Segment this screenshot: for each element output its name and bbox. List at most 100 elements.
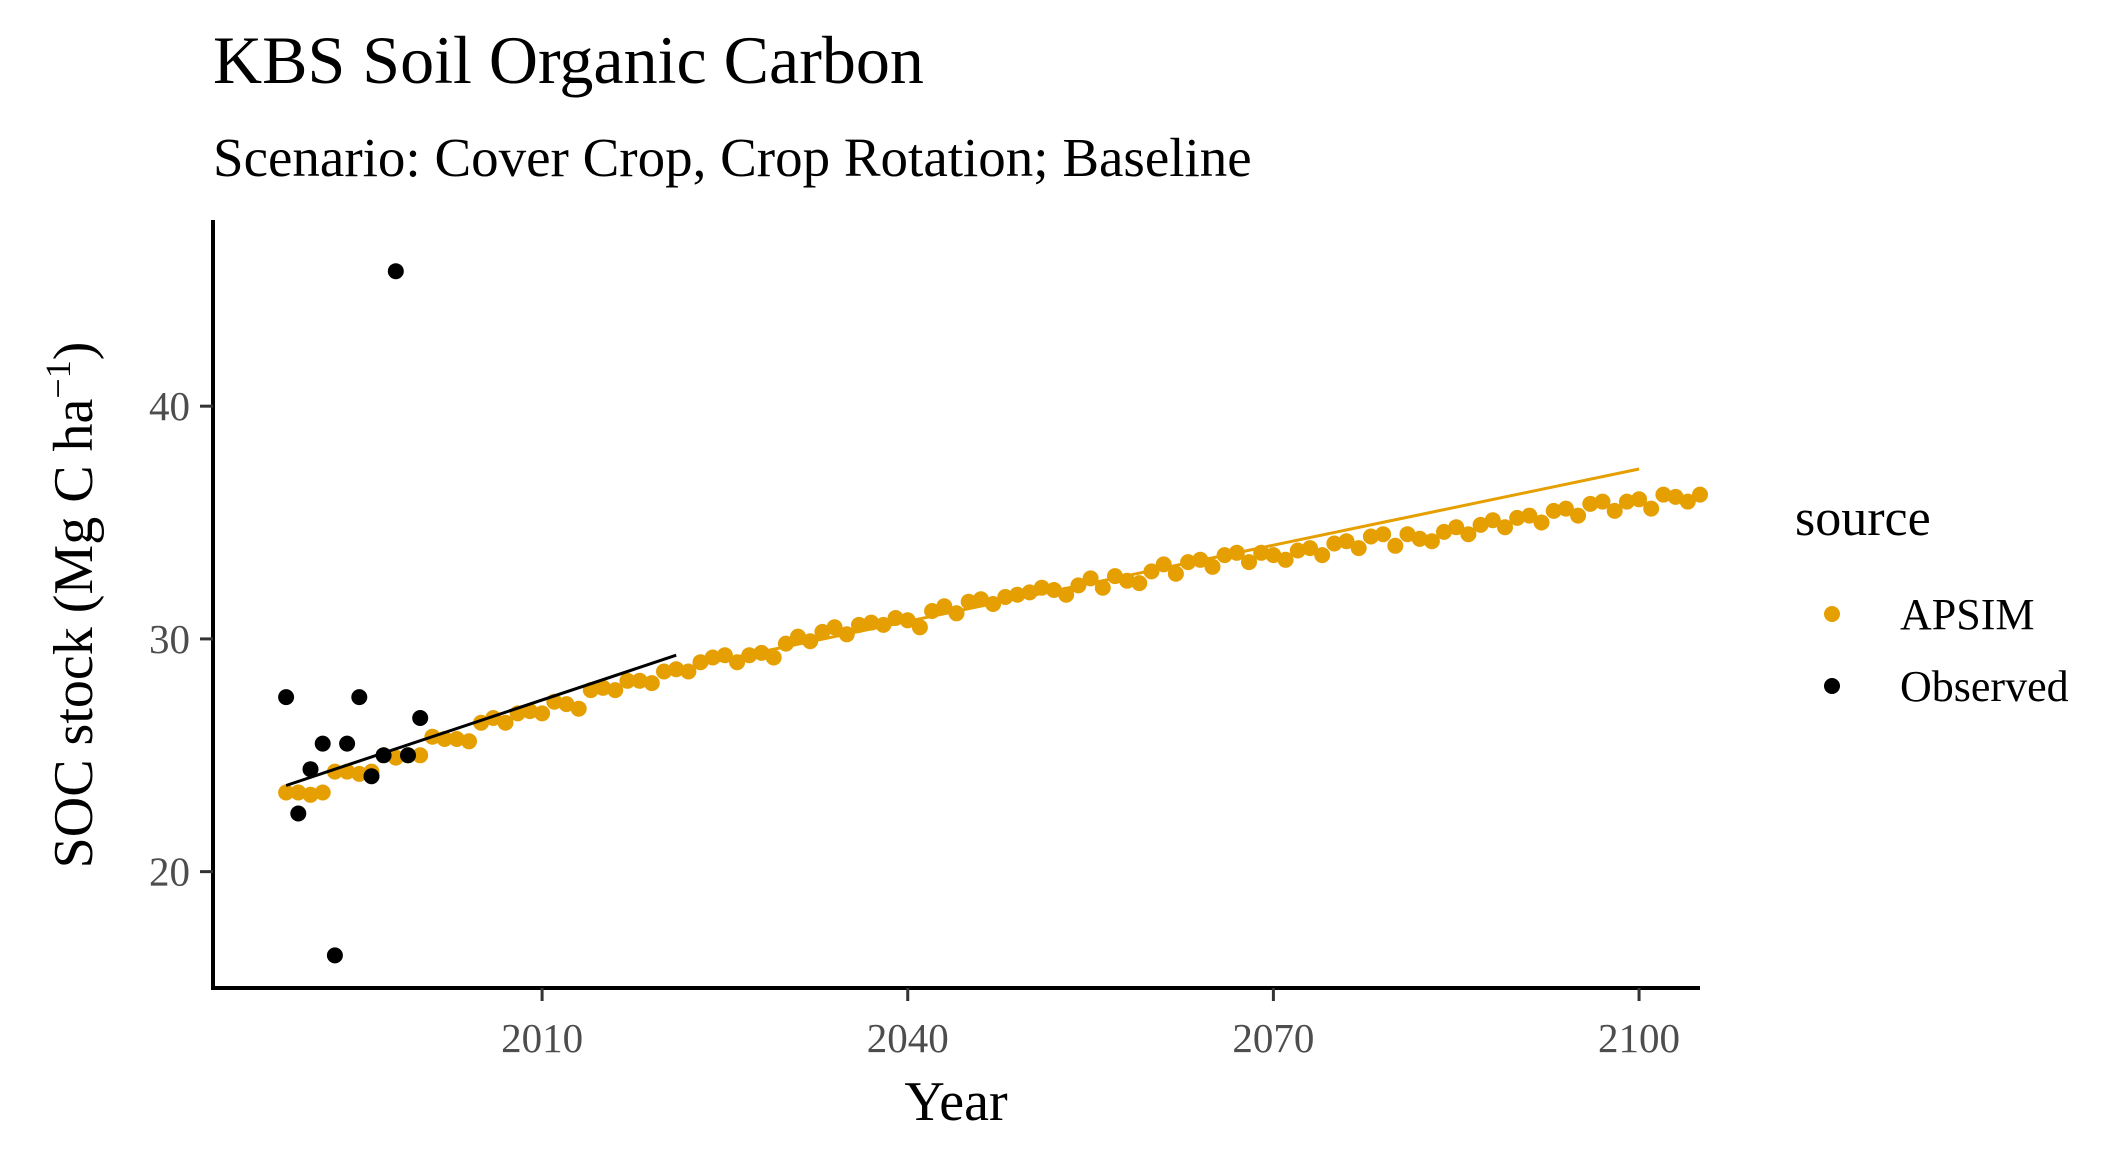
legend: source APSIM Observed [1795,490,2069,711]
apsim-point [302,786,319,803]
observed-point [412,710,429,726]
apsim-point [1667,488,1684,505]
apsim-point [461,733,477,750]
x-axis-title: Year [904,1071,1008,1133]
apsim-point [1423,533,1440,550]
legend-label-apsim: APSIM [1900,590,2035,639]
apsim-point [1058,586,1075,603]
observed-point [314,735,331,752]
apsim-point [570,700,587,717]
apsim-point [1362,528,1379,545]
legend-title: source [1795,490,1931,547]
observed-point [387,263,404,280]
apsim-point [668,661,685,678]
apsim-point [851,616,867,633]
apsim-point [534,705,551,722]
observed-point [302,761,319,778]
y-axis-title: SOC stock (Mg C ha−1) [38,342,105,869]
observed-point [375,747,392,764]
apsim-point [1436,523,1452,540]
apsim-point [1655,486,1672,503]
apsim-point [1204,558,1221,575]
apsim-point [351,765,368,782]
apsim-point [814,623,831,640]
apsim-point [656,663,672,680]
apsim-point [936,598,953,615]
y-axis-title-main: SOC stock (Mg C ha [43,398,105,868]
apsim-point [497,714,514,731]
apsim-point [1594,493,1611,510]
apsim-point [972,591,989,608]
apsim-point [790,628,806,645]
apsim-point [1326,535,1343,552]
chart-title: KBS Soil Organic Carbon [213,22,924,98]
apsim-point [607,682,624,699]
observed-point [363,768,380,785]
apsim-point [1582,495,1599,512]
apsim-point [1387,537,1404,554]
apsim-point [643,675,660,692]
legend-key-observed [1824,678,1840,694]
y-tick-label: 40 [149,383,190,429]
x-tick-label: 2040 [867,1015,949,1061]
apsim-point [1521,507,1538,524]
apsim-point [765,649,782,666]
apsim-point [1302,540,1318,557]
apsim-point [1679,493,1696,510]
observed-point [339,735,356,752]
apsim-point [1570,507,1587,524]
apsim-point [619,672,636,689]
apsim-point [558,696,575,713]
apsim-point [521,703,538,720]
apsim-point [448,731,465,747]
y-axis-ticks: 20 30 40 [149,383,213,895]
legend-label-observed: Observed [1900,662,2069,711]
observed-trend-line [285,653,677,787]
observed-point [400,747,416,764]
x-tick-label: 2100 [1598,1015,1680,1061]
apsim-point [1399,526,1416,543]
x-axis-ticks: 2010 2040 2070 2100 [501,988,1680,1061]
apsim-point [1545,502,1562,519]
y-axis-title-superscript: −1 [38,360,78,398]
x-tick-label: 2070 [1232,1015,1314,1061]
observed-point [278,689,295,706]
apsim-point [1167,565,1184,582]
apsim-point [1131,575,1148,592]
apsim-point [1338,533,1355,550]
apsim-point [1277,551,1294,568]
observed-point [326,947,343,964]
apsim-point [1509,509,1526,526]
apsim-point [1460,526,1477,543]
apsim-point [1411,530,1428,547]
apsim-point [826,619,843,636]
apsim-point [1557,500,1574,517]
apsim-point [1533,514,1550,531]
observed-point [290,805,307,822]
apsim-point [1375,526,1392,543]
apsim-point [1094,579,1111,596]
apsim-point [595,679,611,696]
apsim-point [1289,542,1306,559]
plot-panel [278,263,1708,964]
apsim-trend-line [700,467,1640,666]
apsim-point [412,747,429,764]
apsim-point [290,784,307,801]
apsim-point [1606,502,1623,519]
apsim-point [692,654,709,671]
apsim-point [1618,493,1635,510]
apsim-point [1472,516,1489,533]
x-tick-label: 2010 [501,1015,583,1061]
y-axis-title-close: ) [43,342,105,361]
apsim-point [1350,540,1367,557]
apsim-point [911,619,928,636]
apsim-point [1484,512,1501,529]
apsim-point [387,749,404,766]
apsim-point [314,784,331,801]
apsim-point [1692,486,1708,503]
apsim-point [960,593,977,610]
legend-key-apsim [1824,606,1840,622]
apsim-point [1497,519,1513,536]
apsim-point [1241,554,1257,571]
